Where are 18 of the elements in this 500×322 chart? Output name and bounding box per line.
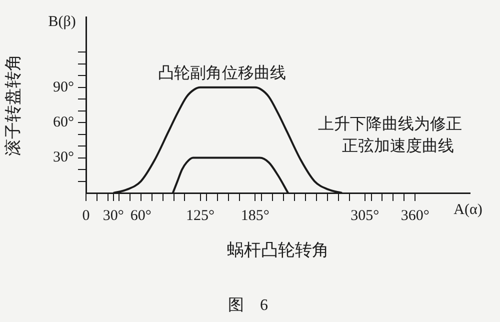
caption: 图 6 [228,297,268,314]
text: A(α) [454,202,482,218]
x-tick-label: 305° [350,208,380,224]
y-tick-label: 30° [53,150,74,166]
x-axis-title: 蜗杆凸轮转角 [227,240,329,260]
y-tick-label: 60° [53,114,74,131]
annotation: 凸轮副角位移曲线 [158,64,286,82]
x-tick-label: 185° [240,208,270,224]
y-tick-label: 90° [53,79,74,96]
y-axis-title: 滚子转盘转角 [4,54,23,156]
x-tick-label: 30° [102,208,124,224]
annotation: 上升下降曲线为修正 [318,115,462,134]
x-tick-label: 0 [82,208,90,224]
x-tick-label: 60° [130,208,152,224]
x-tick-label: 360° [400,208,430,224]
annotation: 正弦加速度曲线 [342,137,454,156]
text: B(β) [48,14,76,30]
x-tick-label: 125° [186,208,215,224]
